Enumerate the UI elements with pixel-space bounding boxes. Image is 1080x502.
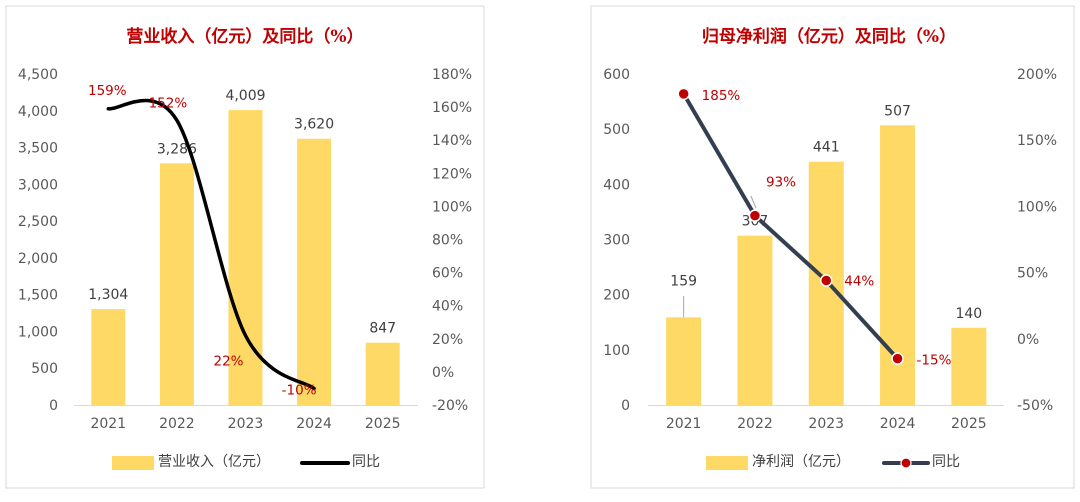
yoy-value-label: 44% — [844, 274, 874, 290]
left-axis-tick: 1,000 — [18, 324, 58, 340]
right-axis-tick: -20% — [432, 398, 468, 414]
yoy-value-label: -10% — [282, 382, 317, 398]
x-axis-tick: 2025 — [951, 416, 987, 432]
x-axis-tick: 2023 — [228, 416, 264, 432]
right-axis-tick: 50% — [1017, 266, 1048, 282]
bar-value-label: 140 — [955, 306, 982, 322]
bar-value-label: 159 — [670, 273, 697, 289]
yoy-marker — [891, 352, 904, 365]
x-axis-tick: 2022 — [737, 416, 773, 432]
yoy-marker — [748, 209, 762, 222]
right-axis-tick: 100% — [1017, 199, 1057, 215]
right-axis-tick: 100% — [432, 199, 472, 215]
yoy-line — [106, 98, 316, 391]
left-axis-tick: 400 — [603, 177, 630, 193]
legend-bar-label: 净利润（亿元） — [752, 454, 850, 470]
left-axis-tick: 500 — [603, 122, 630, 138]
legend-bar-swatch — [706, 456, 748, 470]
bar — [737, 235, 773, 405]
bar-value-label: 507 — [884, 103, 911, 119]
bar-value-label: 847 — [369, 321, 396, 337]
left-axis-tick: 4,000 — [18, 104, 58, 120]
right-axis-tick: 120% — [432, 166, 472, 182]
left-axis-tick: 3,500 — [18, 141, 58, 157]
yoy-value-label: 152% — [149, 95, 188, 111]
legend-line-label: 同比 — [932, 454, 960, 470]
yoy-value-label: 93% — [766, 175, 796, 191]
x-axis-tick: 2022 — [159, 416, 195, 432]
legend-marker-swatch — [900, 457, 912, 469]
left-axis-tick: 300 — [603, 233, 630, 249]
profit-chart-panel: 归母净利润（亿元）及同比（%） 0 100 200 300 400 500 600 -50% 0… — [590, 5, 1075, 489]
x-axis-tick: 2021 — [90, 416, 126, 432]
right-axis-tick: 140% — [432, 133, 472, 149]
left-axis-tick: 500 — [31, 361, 58, 377]
bar-value-label: 441 — [813, 140, 840, 156]
bar — [666, 317, 702, 405]
left-axis-tick: 0 — [49, 398, 58, 414]
left-axis-tick: 0 — [621, 398, 630, 414]
left-axis-tick: 1,500 — [18, 288, 58, 304]
bar — [951, 327, 987, 405]
bar-value-label: 3,620 — [294, 117, 334, 133]
right-axis-tick: 0% — [1017, 332, 1039, 348]
left-axis-tick: 2,500 — [18, 214, 58, 230]
bar — [159, 163, 194, 405]
yoy-value-label: 22% — [213, 353, 243, 369]
x-axis-tick: 2025 — [365, 416, 401, 432]
right-axis-tick: 180% — [432, 67, 472, 83]
x-axis-tick: 2021 — [666, 416, 702, 432]
yoy-line — [681, 91, 900, 361]
right-axis-tick: 80% — [432, 233, 463, 249]
bar — [365, 342, 400, 405]
bar — [297, 138, 332, 405]
right-axis-tick: 20% — [432, 332, 463, 348]
right-axis-tick: -50% — [1017, 398, 1053, 414]
yoy-value-label: -15% — [917, 353, 952, 369]
bar — [91, 309, 126, 405]
legend-line-label: 同比 — [352, 454, 380, 470]
yoy-value-label: 159% — [88, 83, 127, 99]
bar-value-label: 1,304 — [88, 287, 128, 303]
legend-bar-label: 营业收入（亿元） — [158, 454, 270, 470]
profit-chart-title: 归母净利润（亿元）及同比（%） — [702, 26, 956, 47]
legend-bar-swatch — [112, 456, 154, 470]
x-axis-tick: 2024 — [880, 416, 916, 432]
x-axis-tick: 2024 — [296, 416, 332, 432]
label-leader-line — [750, 195, 757, 209]
left-axis-tick: 4,500 — [18, 67, 58, 83]
left-axis-tick: 200 — [603, 288, 630, 304]
yoy-marker — [677, 87, 690, 101]
revenue-chart-panel: 营业收入（亿元）及同比（%） 0 500 1,000 1,500 2,000 2,500 3… — [5, 5, 485, 489]
right-axis-tick: 150% — [1017, 133, 1057, 149]
right-axis-tick: 40% — [432, 299, 463, 315]
left-axis-tick: 2,000 — [18, 251, 58, 267]
left-axis-tick: 600 — [603, 67, 630, 83]
right-axis-tick: 0% — [432, 365, 454, 381]
bar-value-label: 4,009 — [225, 88, 265, 104]
yoy-value-label: 185% — [702, 88, 741, 104]
left-axis-tick: 3,000 — [18, 177, 58, 193]
x-axis-tick: 2023 — [808, 416, 844, 432]
revenue-chart-title: 营业收入（亿元）及同比（%） — [126, 26, 363, 47]
right-axis-tick: 200% — [1017, 67, 1057, 83]
right-axis-tick: 60% — [432, 266, 463, 282]
left-axis-tick: 100 — [603, 343, 630, 359]
yoy-marker — [820, 274, 833, 287]
right-axis-tick: 160% — [432, 100, 472, 116]
